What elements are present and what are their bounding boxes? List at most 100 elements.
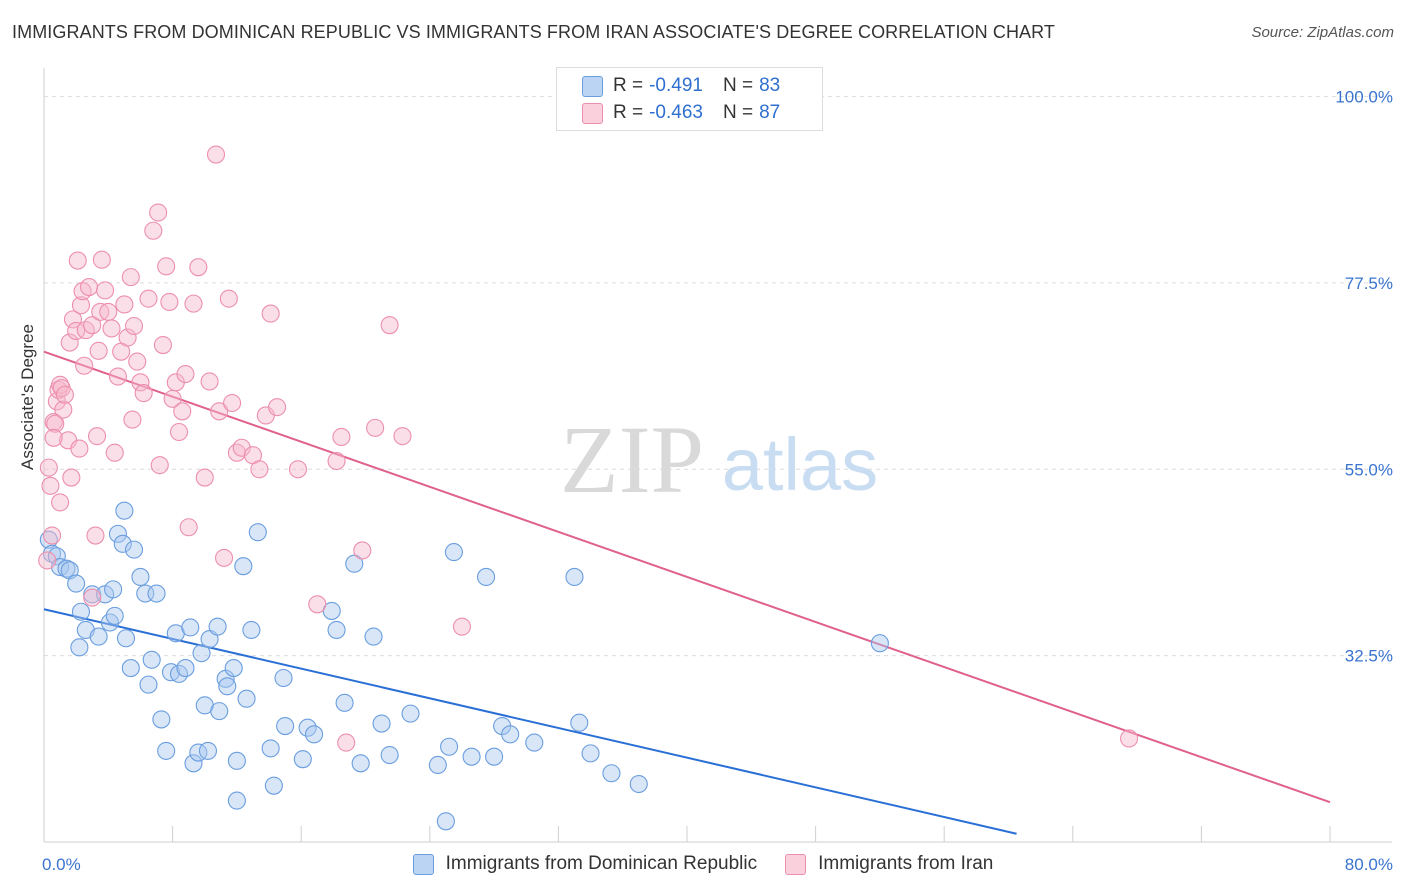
point-iran bbox=[1120, 729, 1139, 748]
y-tick-label: 55.0% bbox=[1345, 460, 1393, 479]
point-iran bbox=[41, 476, 60, 495]
point-iran bbox=[337, 733, 356, 752]
point-iran bbox=[268, 398, 287, 417]
point-dominican bbox=[157, 741, 176, 760]
watermark: ZIP atlas bbox=[560, 406, 878, 513]
point-dominican bbox=[428, 755, 447, 775]
point-dominican bbox=[380, 745, 399, 765]
point-dominican bbox=[565, 567, 584, 587]
trend-line-iran bbox=[43, 350, 1331, 804]
point-dominican bbox=[602, 764, 621, 783]
point-iran bbox=[380, 316, 399, 335]
point-iran bbox=[67, 321, 86, 341]
point-dominican bbox=[124, 540, 144, 559]
point-iran bbox=[353, 541, 372, 560]
point-dominican bbox=[147, 584, 166, 603]
point-iran bbox=[134, 384, 153, 403]
watermark-zip: ZIP bbox=[560, 406, 704, 513]
trend-line-dominican bbox=[43, 608, 1017, 835]
point-iran bbox=[128, 352, 147, 371]
legend-label-dominican: Immigrants from Dominican Republic bbox=[445, 853, 758, 874]
point-iran bbox=[87, 427, 107, 446]
stats-legend: R = -0.491 N = 83 R = -0.463 N = 87 bbox=[556, 67, 823, 131]
y-axis-label: Associate's Degree bbox=[18, 324, 37, 470]
legend-n-label: N = bbox=[722, 75, 754, 96]
point-dominican bbox=[115, 501, 134, 520]
point-dominican bbox=[105, 606, 124, 625]
point-dominican bbox=[234, 557, 253, 576]
data-points bbox=[38, 145, 1139, 831]
point-iran bbox=[176, 364, 195, 384]
y-tick-label: 100.0% bbox=[1335, 88, 1393, 107]
point-dominican bbox=[525, 733, 544, 752]
point-iran bbox=[108, 367, 127, 386]
point-iran bbox=[393, 427, 412, 446]
axes bbox=[43, 68, 1392, 843]
point-iran bbox=[189, 258, 208, 277]
point-iran bbox=[54, 400, 73, 419]
point-dominican bbox=[104, 580, 123, 599]
point-dominican bbox=[131, 567, 150, 587]
point-iran bbox=[105, 443, 124, 462]
point-dominican bbox=[477, 567, 496, 587]
grid-lines bbox=[44, 96, 1392, 657]
point-iran bbox=[149, 203, 168, 222]
point-dominican bbox=[462, 747, 481, 766]
point-iran bbox=[308, 595, 327, 614]
point-dominican bbox=[237, 689, 256, 708]
tick-labels: 32.5% 55.0% 77.5% 100.0% 0.0% 80.0% bbox=[42, 88, 1393, 874]
point-iran bbox=[261, 304, 280, 323]
point-iran bbox=[62, 468, 81, 487]
point-iran bbox=[157, 257, 176, 276]
legend-swatch-pink bbox=[582, 102, 603, 124]
point-dominican bbox=[67, 574, 86, 593]
point-iran bbox=[124, 316, 144, 336]
point-dominican bbox=[274, 668, 293, 688]
point-dominican bbox=[485, 747, 504, 766]
chart-title: IMMIGRANTS FROM DOMINICAN REPUBLIC VS IM… bbox=[12, 22, 1056, 42]
point-dominican bbox=[293, 750, 312, 769]
point-dominican bbox=[142, 650, 161, 669]
y-tick-label: 32.5% bbox=[1345, 647, 1393, 666]
point-iran bbox=[144, 221, 163, 240]
legend-r-label: R = bbox=[613, 75, 644, 96]
point-dominican bbox=[401, 704, 420, 723]
y-tick-label: 77.5% bbox=[1345, 274, 1393, 293]
point-iran bbox=[42, 526, 62, 545]
point-dominican bbox=[218, 677, 237, 696]
point-dominican bbox=[436, 812, 455, 831]
point-iran bbox=[55, 385, 74, 404]
point-iran bbox=[71, 296, 91, 315]
point-dominican bbox=[364, 627, 383, 646]
point-dominican bbox=[121, 659, 140, 678]
point-iran bbox=[44, 428, 63, 447]
point-iran bbox=[86, 526, 105, 545]
point-iran bbox=[250, 460, 269, 479]
legend-row-blue: R = -0.491 N = 83 bbox=[557, 74, 780, 98]
point-iran bbox=[184, 294, 203, 313]
point-iran bbox=[123, 410, 142, 429]
point-dominican bbox=[227, 751, 246, 770]
point-dominican bbox=[89, 627, 108, 646]
point-iran bbox=[63, 310, 82, 329]
point-dominican bbox=[192, 644, 211, 663]
legend-item-dominican: Immigrants from Dominican Republic bbox=[412, 853, 758, 875]
point-iran bbox=[452, 617, 472, 636]
point-dominican bbox=[116, 629, 136, 648]
point-iran bbox=[83, 316, 102, 335]
point-dominican bbox=[70, 638, 89, 657]
point-iran bbox=[121, 268, 140, 287]
point-dominican bbox=[108, 524, 127, 543]
point-iran bbox=[366, 418, 385, 437]
point-dominican bbox=[345, 554, 364, 573]
point-iran bbox=[79, 278, 99, 297]
point-iran bbox=[60, 333, 79, 352]
x-tick-label: 0.0% bbox=[42, 855, 81, 874]
point-dominican bbox=[327, 620, 346, 640]
point-iran bbox=[139, 289, 158, 308]
point-dominican bbox=[152, 710, 171, 729]
point-dominican bbox=[440, 737, 459, 756]
point-iran bbox=[200, 372, 219, 391]
point-iran bbox=[102, 319, 121, 338]
